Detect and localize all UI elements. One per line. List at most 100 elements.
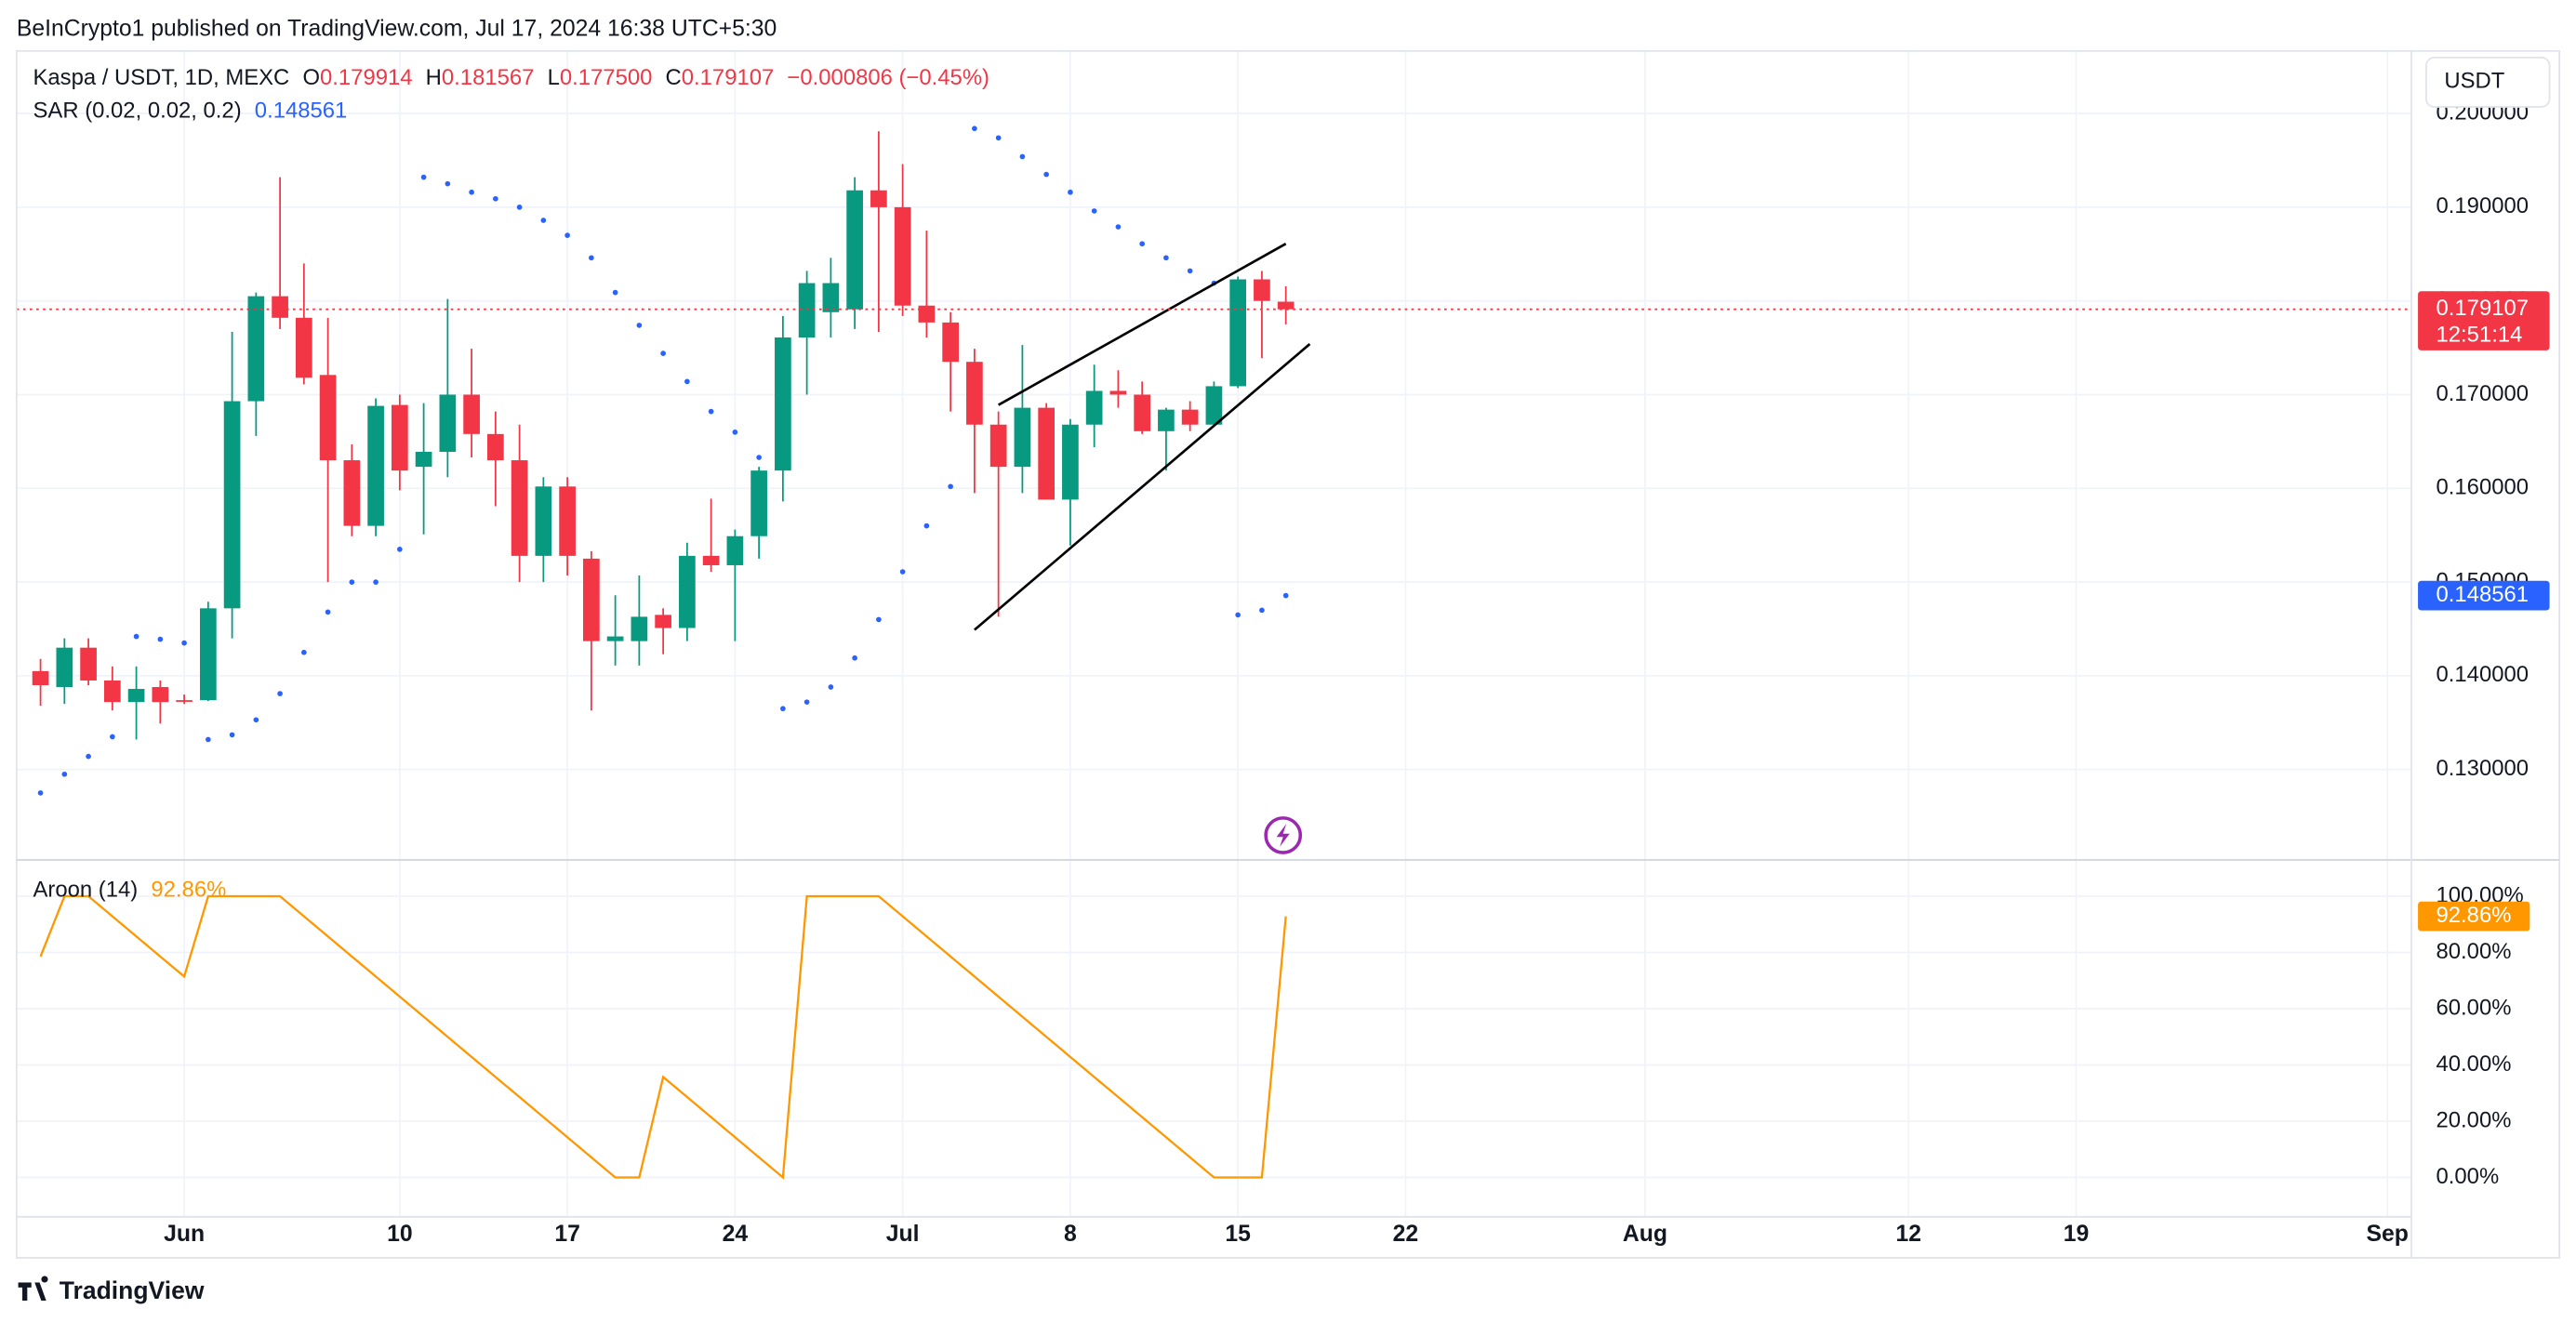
currency-button-label[interactable]: USDT (2444, 69, 2504, 94)
y-tick-label: 20.00% (2437, 1107, 2512, 1132)
sar-dot (493, 195, 498, 202)
sar-dot (684, 378, 690, 385)
sar-dot (612, 289, 618, 296)
sar-dot (1115, 224, 1122, 230)
candle-body (1181, 409, 1199, 425)
candle-body (1085, 390, 1103, 425)
candle-body (1062, 424, 1079, 500)
candle-body (918, 305, 936, 323)
candle-body (1229, 279, 1247, 387)
candle-body (1038, 407, 1055, 500)
legend-key: L (548, 65, 560, 90)
x-tick-label: 22 (1393, 1222, 1419, 1247)
logo-mark (18, 1276, 48, 1302)
aroon-value-box (2418, 901, 2530, 932)
x-tick-label: 17 (554, 1222, 580, 1247)
x-tick-label: Aug (1623, 1222, 1667, 1247)
sar-dot (803, 699, 810, 705)
x-tick-label: 10 (387, 1222, 413, 1247)
trendline (997, 243, 1287, 406)
legend-aroon: Aroon (14) 92.86% (33, 878, 227, 903)
y-tick-label: 0.160000 (2437, 475, 2530, 500)
sar-dot (110, 734, 115, 740)
candle-body (1109, 390, 1127, 395)
sar-dot (1019, 153, 1026, 160)
candle-body (1205, 386, 1223, 425)
candle-body (1158, 409, 1175, 431)
sar-dot (37, 790, 44, 796)
sar-dot (349, 579, 355, 585)
candle-body (559, 486, 576, 556)
legend-main: Kaspa / USDT, 1D, MEXC O0.179914 H0.181567… (33, 65, 989, 90)
x-tick-label: 8 (1064, 1222, 1077, 1247)
candle-body (199, 608, 217, 701)
candle-body (247, 296, 265, 402)
candle-body (822, 283, 840, 312)
alert-bolt[interactable] (1276, 824, 1290, 847)
candle-body (750, 470, 767, 536)
candle-body (989, 424, 1007, 468)
x-tick-label: 15 (1225, 1222, 1251, 1247)
candle-body (511, 460, 528, 556)
candle-body (176, 700, 193, 702)
candle-body (223, 401, 241, 609)
sar-dot (516, 205, 523, 210)
candle-body (846, 190, 863, 310)
sar-dot (253, 717, 259, 723)
candle-body (296, 317, 312, 378)
sar-dot (277, 691, 283, 696)
sar-dot (923, 522, 930, 529)
legend-change: −0.000806 (−0.45%) (787, 65, 989, 90)
sar-dot (420, 174, 427, 180)
candle-body (392, 404, 408, 471)
alert-icon[interactable] (1264, 816, 1303, 854)
sar-dot (828, 684, 834, 690)
last-price-label: 0.179107 (2437, 296, 2530, 321)
logo: TradingView (18, 1276, 205, 1304)
sar-dot (61, 771, 68, 777)
currency-button-box[interactable] (2425, 57, 2551, 108)
candle-body (655, 615, 671, 628)
sar-dot (1259, 607, 1265, 614)
candle-body (103, 680, 121, 703)
candle-body (1254, 279, 1270, 301)
candle-body (1134, 394, 1150, 431)
sar-dot (1163, 255, 1169, 261)
legend-title: Kaspa / USDT, 1D, MEXC (33, 65, 290, 90)
sar-dot (589, 255, 594, 261)
legend-sar: SAR (0.02, 0.02, 0.2) 0.148561 (33, 99, 348, 124)
candle-body (415, 451, 432, 468)
sar-dot (899, 569, 906, 575)
last-price-box (2418, 291, 2550, 350)
sar-dot (229, 732, 235, 738)
sar-dot (301, 649, 307, 655)
candle-body (631, 616, 648, 641)
candle-body (1014, 407, 1031, 468)
sar-value-box (2418, 580, 2550, 611)
sar-dot (708, 408, 714, 415)
sar-dot (373, 579, 378, 585)
mark-layer (16, 126, 2411, 1180)
candle-body (487, 433, 504, 461)
candle-body (870, 190, 887, 207)
sar-dot (1235, 612, 1241, 618)
sar-dot (540, 218, 547, 223)
sar-dot (1139, 241, 1145, 247)
y-tick-label: 0.130000 (2437, 756, 2530, 781)
currency-button[interactable]: USDT (2425, 57, 2551, 108)
x-tick-label: Jul (886, 1222, 920, 1247)
x-tick-label: 12 (1895, 1222, 1921, 1247)
sar-dot (660, 350, 666, 356)
sar-dot (469, 189, 474, 195)
sar-dot (86, 753, 91, 760)
countdown-label: 12:51:14 (2437, 322, 2523, 347)
aroon-value-label: 92.86% (2437, 903, 2512, 928)
candle-body (439, 394, 457, 452)
legend-key: C (666, 65, 682, 90)
axis-layer: 0.1300000.1400000.1500000.1600000.170000… (164, 99, 2550, 1247)
legend-sar-name: SAR (0.02, 0.02, 0.2) (33, 99, 242, 124)
y-tick-label: 0.140000 (2437, 662, 2530, 687)
candle-body (583, 558, 600, 641)
